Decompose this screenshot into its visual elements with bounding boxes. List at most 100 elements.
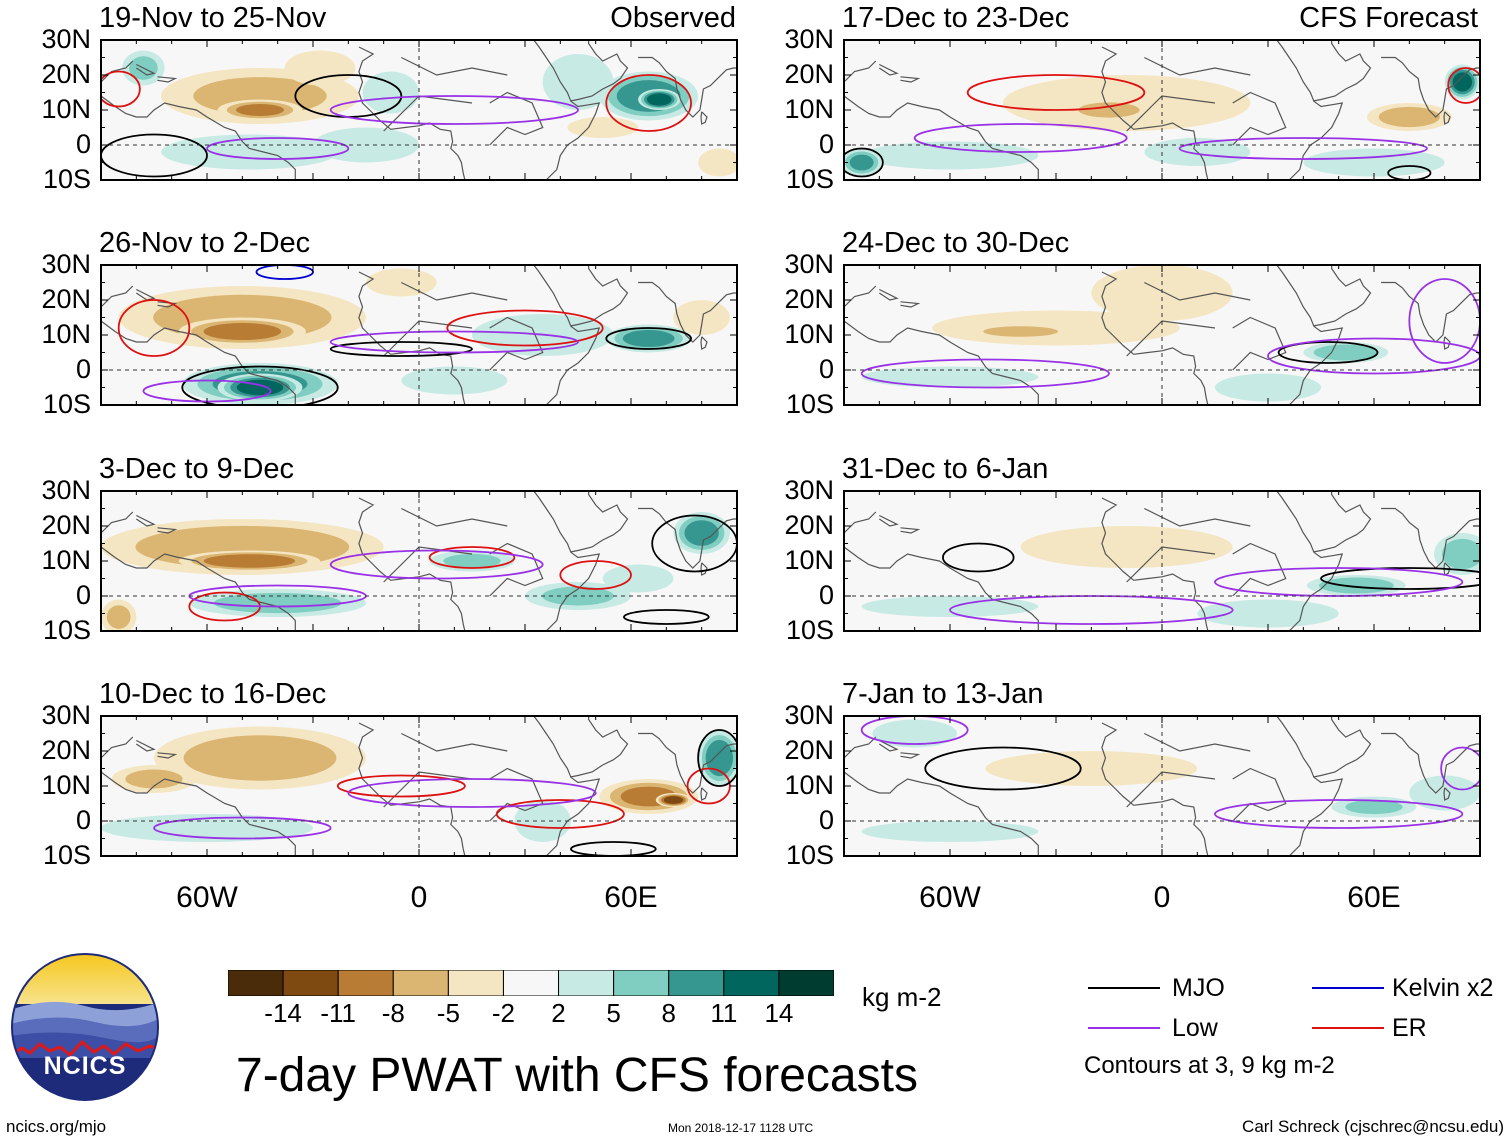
coastline [878,63,899,76]
pwat-anomaly-region [705,739,734,777]
coastline [1101,271,1209,405]
contour-er [117,299,191,357]
pwat-anomaly-region [1078,102,1140,118]
contour-er [495,799,625,829]
pwat-anomaly-region [1215,373,1321,402]
pwat-anomaly-region [861,366,1039,388]
coastline [489,767,544,822]
coastline [638,507,737,569]
pwat-anomaly-region [542,586,614,606]
pwat-anomaly-region [203,554,296,568]
panel-title: 31-Dec to 6-Jan [842,453,1049,485]
lat-tick-label: 10S [42,840,91,870]
map-panel [101,716,737,856]
pwat-anomaly-region [983,326,1059,337]
contour-low [1214,567,1464,597]
contour-low [347,778,597,808]
coastline [533,491,601,631]
coastline [157,527,178,534]
coastline [101,736,134,759]
contour-low [1178,137,1428,160]
lat-tick-label: 30N [784,475,834,505]
coastline [1101,46,1209,180]
coastline [489,91,544,146]
coastline [157,76,178,83]
colorbar-swatch [668,970,725,996]
coastline [900,527,921,534]
contour-low [913,123,1128,153]
coastline [1276,716,1344,856]
contour-low [949,595,1234,625]
map-panel [844,265,1480,405]
colorbar-tick-label: -2 [491,998,516,1028]
coastline [844,546,1039,631]
pwat-anomaly-region [1452,72,1473,92]
coastline [1313,265,1372,327]
legend-line-kelvin [1312,987,1384,989]
lat-tick-label: 30N [784,700,834,730]
lat-tick-label: 10N [784,94,834,124]
coastline [135,63,156,76]
coastline [489,316,544,371]
lat-tick-label: 10S [785,615,834,645]
pwat-anomaly-region [673,300,730,335]
lat-tick-label: 10N [41,319,91,349]
pwat-anomaly-region [872,719,958,748]
pwat-anomaly-region [684,520,719,546]
colorbar-swatch [778,970,834,996]
lon-tick-label: 60W [176,881,238,914]
panel-title: 19-Nov to 25-Nov [99,2,327,34]
forecast-header: CFS Forecast [1299,2,1478,34]
pwat-anomaly-region [1441,538,1480,570]
pwat-anomaly-region [646,93,672,106]
colorbar-swatch [558,970,615,996]
lat-tick-label: 10S [785,164,834,194]
pwat-anomaly-region [985,751,1198,786]
contour-mjo [1320,567,1480,590]
pwat-anomaly-region [401,366,508,395]
coastline [1276,40,1344,180]
pwat-anomaly-region [622,329,675,348]
lat-tick-label: 10S [42,389,91,419]
panel-title: 3-Dec to 9-Dec [99,453,295,485]
coastline [900,752,921,759]
contour-er [101,70,141,108]
contour-er [336,774,466,798]
colorbar-tick-label: -8 [381,998,405,1028]
lat-tick-label: 20N [784,284,834,314]
colorbar-swatch [282,970,339,996]
pwat-anomaly-region [1303,148,1445,177]
coastline [1101,497,1209,631]
lat-tick-label: 0 [818,580,834,610]
contour-low [1214,799,1464,829]
pwat-anomaly-region [125,769,183,789]
coastline [533,40,601,180]
contour-low [1267,337,1480,375]
ncics-url-link[interactable]: ncics.org/mjo [6,1117,107,1136]
coastline [1313,716,1372,778]
lat-tick-label: 10S [785,389,834,419]
panel-title: 7-Jan to 13-Jan [842,678,1044,710]
contour-mjo [1387,165,1432,180]
colorbar [228,970,834,996]
coastline [101,285,134,308]
coastline [638,281,737,343]
pwat-anomaly-region [284,50,356,86]
observed-header: Observed [610,2,736,34]
map-panel [101,40,737,180]
coastline [101,95,296,180]
coastline [844,95,1039,180]
lat-tick-label: 10S [785,840,834,870]
lat-tick-label: 30N [41,249,91,279]
coastline [900,76,921,83]
lat-tick-label: 20N [784,510,834,540]
coastline [638,732,737,794]
lat-tick-label: 10S [42,164,91,194]
contour-mjo [329,341,473,357]
lat-tick-label: 0 [75,580,91,610]
coastline [1443,787,1451,801]
panel-title: 10-Dec to 16-Dec [99,678,327,710]
coastline [570,716,629,778]
pwat-anomaly-region [1318,577,1394,594]
pwat-anomaly-region [861,141,1039,170]
